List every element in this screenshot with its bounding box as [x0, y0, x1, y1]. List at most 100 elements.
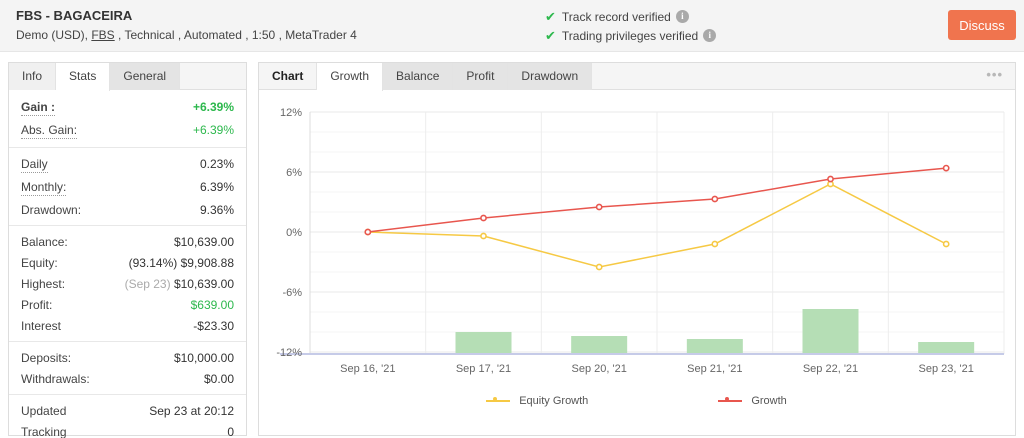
stat-value: $10,639.00	[173, 235, 234, 249]
volume-bar	[686, 339, 743, 354]
series-line-growth	[367, 167, 947, 233]
chart-options-icon[interactable]: •••	[986, 67, 1003, 82]
legend-item-equity-growth[interactable]: Equity Growth	[486, 395, 588, 407]
stat-value-muted-prefix: (Sep 23)	[124, 277, 174, 291]
data-point	[595, 203, 603, 211]
growth-chart-svg: 12% 6% 0% -6% -12% Sep 16, '21 Sep 17, '21 Sep …	[276, 107, 1005, 375]
stat-label: Deposits:	[21, 351, 72, 365]
stats-panel-tabs: Info Stats General	[9, 63, 246, 91]
tab-drawdown[interactable]: Drawdown	[508, 63, 593, 90]
stat-label: Interest	[21, 319, 62, 333]
stat-row: Updated Sep 23 at 20:12	[9, 400, 246, 421]
y-tick-label: 6%	[286, 167, 302, 179]
data-point	[711, 195, 719, 203]
stat-row: Monthly: 6.39%	[9, 176, 246, 199]
y-tick-label: -12%	[276, 347, 302, 359]
tab-info[interactable]: Info	[9, 63, 57, 90]
check-icon: ✔	[545, 8, 556, 24]
account-subtitle-post: , Technical , Automated , 1:50 , MetaTra…	[114, 28, 357, 42]
verification-block: ✔ Track record verified i ✔ Trading privileg…	[545, 7, 717, 45]
legend-marker-dot-icon	[725, 397, 730, 401]
stat-value: -$23.30	[193, 319, 234, 333]
stat-value: $0.00	[203, 372, 234, 386]
account-subtitle: Demo (USD), FBS , Technical , Automated …	[16, 28, 357, 42]
account-header-bar: FBS - BAGACEIRA Demo (USD), FBS , Techni…	[0, 0, 1024, 52]
verification-row: ✔ Track record verified i	[545, 7, 716, 26]
stat-value: 6.39%	[199, 180, 234, 194]
data-point	[942, 240, 950, 248]
stat-label: Balance:	[21, 235, 68, 249]
tab-growth[interactable]: Growth	[317, 63, 384, 91]
volume-bar	[918, 342, 975, 354]
info-icon[interactable]: i	[675, 10, 689, 23]
broker-link[interactable]: FBS	[91, 28, 115, 42]
tab-chart[interactable]: Chart	[259, 63, 318, 90]
stat-row: Equity: (93.14%) $9,908.88	[9, 252, 246, 273]
legend-item-growth[interactable]: Growth	[718, 395, 787, 407]
stat-label: Abs. Gain:	[21, 123, 78, 139]
stats-group-divider	[9, 394, 246, 395]
stat-row: Balance: $10,639.00	[9, 231, 246, 252]
stat-row: Gain : +6.39%	[9, 96, 246, 119]
series-line-equity-growth	[367, 183, 947, 268]
volume-bar	[571, 336, 628, 354]
x-tick-label: Sep 22, '21	[803, 363, 858, 375]
stats-group-divider	[9, 341, 246, 342]
tab-balance[interactable]: Balance	[383, 63, 454, 90]
data-point	[827, 175, 834, 183]
volume-bar	[802, 309, 859, 354]
chart-panel: Chart Growth Balance Profit Drawdown ••• 12% 6…	[258, 62, 1016, 436]
stat-label: Drawdown:	[21, 203, 82, 217]
stats-list: Gain : +6.39% Abs. Gain: +6.39% Daily 0.23% Mo…	[9, 90, 246, 438]
stat-row: Tracking 0	[9, 421, 246, 438]
info-icon[interactable]: i	[703, 29, 717, 42]
stat-label: Profit:	[21, 298, 53, 312]
data-point	[942, 164, 950, 172]
account-title: FBS - BAGACEIRA	[16, 8, 133, 23]
tab-profit[interactable]: Profit	[453, 63, 509, 90]
stat-label: Tracking	[21, 425, 67, 438]
stat-value: 0	[227, 425, 234, 438]
stat-value: 9.36%	[199, 203, 234, 217]
legend-marker-dot-icon	[493, 397, 498, 401]
account-title-block: FBS - BAGACEIRA Demo (USD), FBS , Techni…	[16, 8, 357, 42]
chart-panel-tabs: Chart Growth Balance Profit Drawdown •••	[259, 63, 1015, 91]
stat-value: 0.23%	[199, 157, 234, 171]
stats-panel: Info Stats General Gain : +6.39% Abs. Gain: +…	[8, 62, 247, 438]
x-tick-label: Sep 23, '21	[919, 363, 974, 375]
stat-row: Daily 0.23%	[9, 153, 246, 176]
verification-row: ✔ Trading privileges verified i	[545, 26, 717, 45]
stat-value: (Sep 23) $10,639.00	[124, 277, 234, 291]
stat-row: Highest: (Sep 23) $10,639.00	[9, 273, 246, 294]
tab-stats[interactable]: Stats	[56, 63, 111, 91]
data-point	[480, 232, 487, 240]
check-icon: ✔	[545, 27, 556, 43]
stat-label: Withdrawals:	[21, 372, 90, 386]
x-tick-label: Sep 16, '21	[340, 363, 395, 375]
tab-general[interactable]: General	[110, 63, 181, 90]
x-tick-label: Sep 17, '21	[456, 363, 511, 375]
stat-value: (93.14%) $9,908.88	[128, 256, 234, 270]
data-point	[480, 214, 487, 222]
stat-value: +6.39%	[192, 100, 234, 114]
data-point	[595, 263, 603, 271]
stat-label: Highest:	[21, 277, 66, 291]
stat-row: Profit: $639.00	[9, 294, 246, 315]
stat-row: Withdrawals: $0.00	[9, 368, 246, 389]
x-tick-label: Sep 21, '21	[687, 363, 742, 375]
stat-value: Sep 23 at 20:12	[149, 404, 234, 418]
data-point	[711, 240, 719, 248]
discuss-button[interactable]: Discuss	[948, 10, 1016, 40]
stat-row: Drawdown: 9.36%	[9, 199, 246, 220]
stat-row: Deposits: $10,000.00	[9, 347, 246, 368]
legend-marker-icon	[486, 397, 511, 402]
verification-label: Track record verified	[561, 9, 671, 24]
stat-label: Monthly:	[21, 180, 67, 196]
growth-chart: 12% 6% 0% -6% -12% Sep 16, '21 Sep 17, '21 Sep …	[259, 90, 1015, 407]
stats-group-divider	[9, 147, 246, 148]
chart-legend: Equity Growth Growth	[266, 395, 1007, 407]
stat-value: $639.00	[190, 298, 234, 312]
y-tick-label: 12%	[280, 107, 302, 119]
y-tick-label: 0%	[286, 227, 302, 239]
volume-bar	[455, 332, 512, 354]
